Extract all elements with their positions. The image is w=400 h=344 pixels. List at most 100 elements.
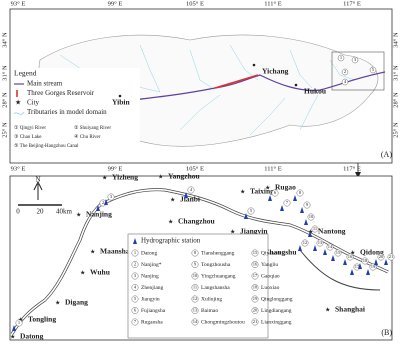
city-star: ★ (240, 188, 245, 195)
station-name: Yangliu (261, 262, 278, 268)
lat-label: 25° N (1, 122, 8, 138)
station-number: 19 (371, 264, 376, 269)
legend-symbol (13, 111, 25, 115)
station-marker (96, 205, 100, 211)
panel-label: (B) (381, 328, 392, 337)
station-number-circle (311, 225, 319, 233)
station-name: Yingchuangang (201, 273, 236, 279)
scale-label: 0 (16, 208, 20, 216)
city-star: ★ (55, 299, 60, 306)
station-marker (184, 192, 188, 198)
city-label: Rugao (275, 183, 296, 192)
station-name: Nanjing (141, 273, 159, 279)
station-number: 5 (134, 296, 137, 301)
lat-label: 25° N (392, 122, 399, 138)
city-star: ★ (102, 174, 107, 181)
box-number: 5 (372, 67, 375, 72)
station-number-circle (361, 257, 369, 265)
station-number: 16 (348, 254, 353, 259)
station-name: Lianxinggang (261, 319, 292, 325)
lon-label: 105° E (186, 0, 204, 7)
station-number: 6 (134, 308, 137, 313)
lat-label: 28° N (1, 92, 8, 108)
tributaries (59, 44, 356, 136)
station-marker (323, 249, 327, 255)
station-marker (244, 213, 248, 219)
city-star: ★ (230, 228, 235, 235)
city-label: Shanghai (335, 305, 365, 314)
city-star: ★ (308, 228, 313, 235)
station-name: Qiyakou (261, 250, 280, 256)
box-number-circle (337, 54, 345, 62)
station-name: Xuliujing (201, 296, 222, 302)
station-number: 2 (102, 200, 104, 205)
city-star: ★ (80, 269, 85, 276)
city-label: Taixing (250, 187, 274, 196)
legend-item: City (27, 99, 40, 107)
station-number: 17 (355, 264, 360, 269)
station-number: 8 (299, 190, 302, 195)
box-number: 4 (344, 79, 347, 84)
box-number-circle (369, 66, 377, 74)
station-number: 12 (193, 296, 198, 301)
box-number: 1 (340, 55, 342, 60)
station-number-circle (346, 253, 354, 261)
city-label: Datong (20, 332, 44, 341)
scale-label: 40km (56, 208, 73, 216)
scale-label: 20 (37, 208, 45, 216)
station-number-circle (131, 318, 139, 326)
river-item: ⑤ The Beijing-Hangzhou Canal (14, 143, 79, 149)
station-number-circle (191, 249, 199, 257)
river-item: ① Qingyi River (14, 125, 46, 131)
station-number: 17 (253, 273, 258, 278)
station-number-circle (296, 189, 304, 197)
station-number-circle (191, 284, 199, 291)
station-marker (350, 269, 354, 275)
station-number: 21 (253, 319, 258, 324)
station-number-circle (326, 243, 334, 251)
box-number-circle (341, 68, 349, 76)
station-number: 9 (194, 262, 197, 267)
station-name: Zhenjiang (141, 285, 164, 291)
north-arrow (33, 180, 43, 200)
station-marker (384, 259, 388, 265)
box-number: 2 (344, 69, 346, 74)
station-number-circle (187, 186, 195, 194)
station-number: 13 (318, 240, 323, 245)
station-number-circle (316, 239, 324, 247)
lon-label: 93° E (11, 0, 26, 7)
station-number: 10 (193, 273, 198, 278)
station-number: 8 (194, 250, 197, 255)
station-number-circle (334, 249, 342, 257)
station-name: Luoxiao (261, 285, 280, 291)
station-number-circle (131, 284, 139, 291)
station-marker (300, 207, 304, 213)
station-number-circle (251, 295, 259, 303)
station-number-circle (303, 201, 311, 209)
station-marker (293, 195, 297, 201)
legend-symbol (133, 238, 137, 244)
station-marker (358, 263, 362, 269)
city-dot (252, 63, 256, 67)
city-star: ★ (10, 333, 15, 340)
station-number: 13 (193, 308, 198, 313)
station-name: Jiangyin (141, 296, 160, 302)
river-item: ② Shuiyang River (74, 125, 111, 131)
city-label: Tongling (28, 315, 56, 324)
station-number-circle (131, 295, 139, 303)
north-label: N (35, 176, 40, 184)
lat-label: 31° N (1, 65, 8, 81)
station-number: 21 (389, 254, 394, 259)
lon-label: 117° E (343, 165, 361, 172)
legend-item: Three Gorges Reservoir (27, 89, 95, 97)
station-marker (12, 325, 16, 331)
station-number: 19 (253, 296, 258, 301)
station-marker (104, 199, 108, 205)
station-number: 20 (253, 308, 258, 313)
station-name: Fujiangsha (141, 308, 166, 314)
legend-box-a (12, 68, 140, 158)
station-name: Tongzhousha (201, 262, 231, 268)
station-name: Langshansha (201, 285, 230, 291)
city-label: Yibin (112, 98, 130, 107)
legend-title: Legend (14, 69, 37, 78)
